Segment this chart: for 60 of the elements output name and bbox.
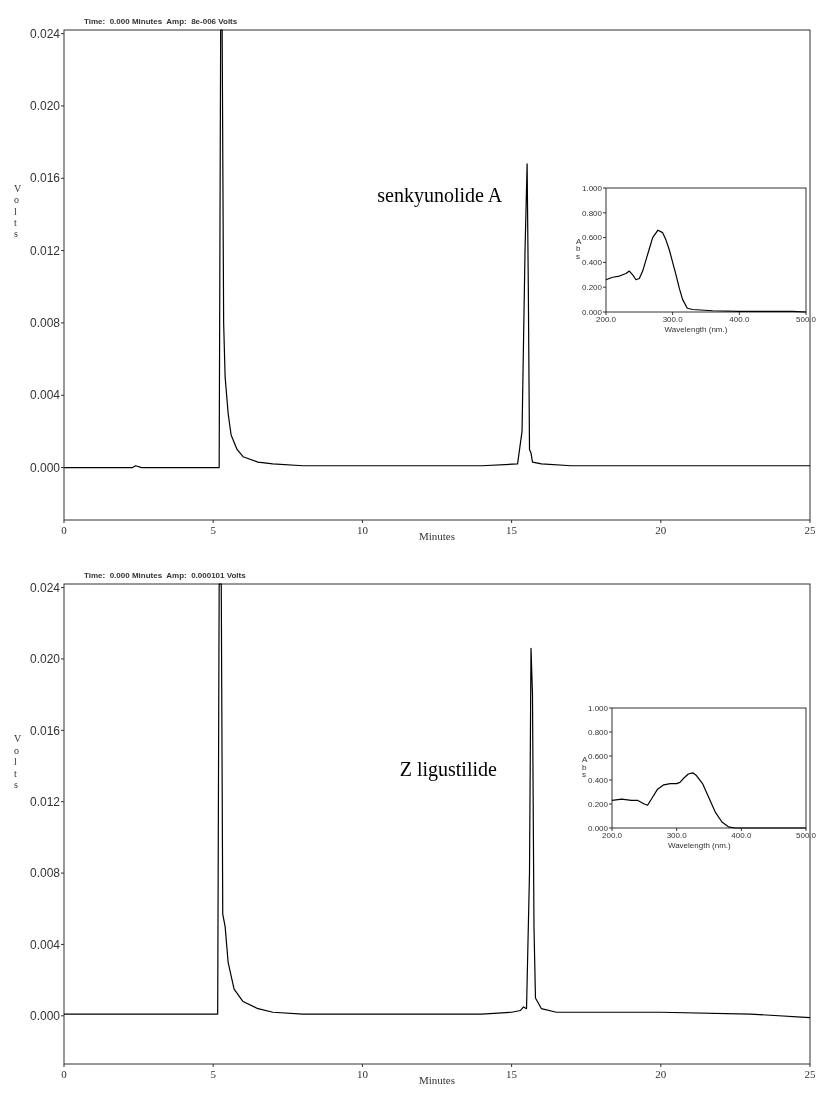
y-axis-title: Volts <box>14 733 22 790</box>
x-tick-label: 10 <box>356 1067 369 1080</box>
x-tick-label: 25 <box>804 523 816 536</box>
x-tick-label: 20 <box>655 523 667 536</box>
y-tick-label: 0.008 <box>29 866 61 881</box>
x-tick-label: 15 <box>506 523 518 536</box>
line-series <box>611 772 807 829</box>
y-tick-label: 0.016 <box>29 723 61 738</box>
y-tick-label: 0.400 <box>581 258 603 268</box>
x-tick-label: 0 <box>61 523 68 536</box>
y-tick-label: 1.000 <box>587 703 609 713</box>
x-axis-title: Minutes <box>418 1074 456 1086</box>
y-tick-label: 0.600 <box>587 751 609 761</box>
line-series <box>605 229 807 313</box>
y-tick-label: 0.800 <box>587 727 609 737</box>
x-tick-label: 400.0 <box>731 831 752 841</box>
y-tick-label: 0.004 <box>29 388 61 403</box>
y-tick-label: 0.016 <box>29 171 61 186</box>
y-tick-label: 0.012 <box>29 243 61 258</box>
y-tick-label: 0.020 <box>29 99 61 114</box>
y-tick-label: 0.008 <box>29 316 61 331</box>
x-tick-label: 500.0 <box>795 315 817 325</box>
text: Time: 0.000 Minutes Amp: 8e-006 Volts <box>84 17 238 26</box>
y-axis-title: Abs <box>582 755 588 780</box>
x-tick-label: 15 <box>506 1067 518 1080</box>
y-tick-label: 0.012 <box>29 794 61 809</box>
annotation: Z ligustilide <box>399 758 498 781</box>
x-tick-label: 5 <box>210 1067 217 1080</box>
y-tick-label: 0.024 <box>29 580 61 595</box>
y-axis-title: Volts <box>14 182 22 240</box>
x-tick-label: 5 <box>210 523 217 536</box>
y-tick-label: 0.000 <box>29 460 61 475</box>
y-tick-label: 1.000 <box>581 183 603 193</box>
x-tick-label: 0 <box>61 1067 68 1080</box>
y-tick-label: 0.400 <box>587 775 609 785</box>
y-tick-label: 0.000 <box>587 823 609 833</box>
y-tick-label: 0.020 <box>29 652 61 667</box>
y-tick-label: 0.000 <box>581 307 603 317</box>
x-tick-label: 500.0 <box>795 831 817 841</box>
x-tick-label: 300.0 <box>662 315 684 325</box>
y-tick-label: 0.200 <box>581 283 603 292</box>
y-axis-title: Abs <box>576 236 582 261</box>
x-tick-label: 200.0 <box>601 831 623 841</box>
y-tick-label: 0.800 <box>581 208 603 218</box>
x-tick-label: 20 <box>655 1067 667 1080</box>
x-axis-title: Minutes <box>418 530 456 542</box>
x-tick-label: 25 <box>804 1067 816 1080</box>
y-tick-label: 0.200 <box>587 799 609 809</box>
x-tick-label: 400.0 <box>729 315 750 325</box>
y-tick-label: 0.004 <box>29 937 61 952</box>
text: Time: 0.000 Minutes Amp: 0.000101 Volts <box>84 571 247 580</box>
x-axis-title: Wavelength (nm.) <box>664 325 728 334</box>
y-tick-label: 0.000 <box>29 1009 61 1024</box>
x-tick-label: 10 <box>356 523 369 536</box>
x-axis-title: Wavelength (nm.) <box>667 841 732 850</box>
y-tick-label: 0.600 <box>581 233 603 243</box>
y-tick-label: 0.024 <box>29 26 61 41</box>
annotation: senkyunolide A <box>377 183 503 207</box>
x-tick-label: 200.0 <box>595 315 617 325</box>
x-tick-label: 300.0 <box>666 831 688 841</box>
